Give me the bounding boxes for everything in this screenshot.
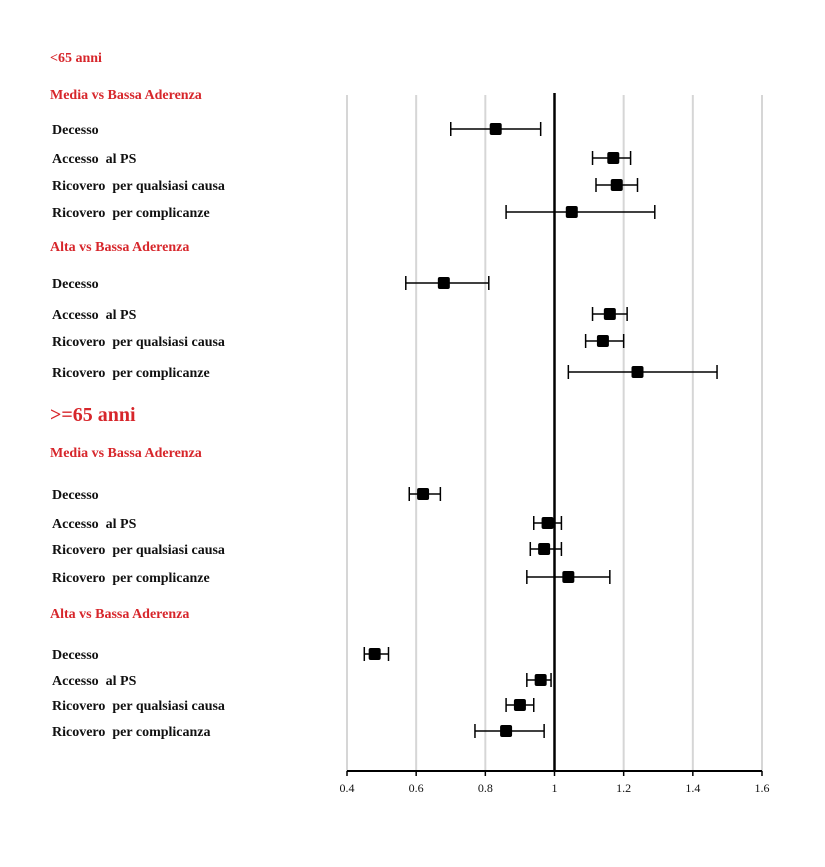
outcome-label: Ricovero per qualsiasi causa bbox=[52, 543, 225, 558]
estimate-row bbox=[450, 122, 542, 136]
outcome-label: Ricovero per complicanze bbox=[52, 571, 210, 586]
estimate-row bbox=[505, 698, 535, 712]
point-estimate-marker bbox=[538, 543, 551, 555]
estimate-row bbox=[405, 276, 490, 290]
estimate-row bbox=[363, 647, 390, 661]
x-axis: 0.4 0.6 0.8 1 1.2 1.4 1.6 bbox=[340, 770, 770, 795]
point-estimate-marker bbox=[368, 648, 381, 660]
outcome-label: Ricovero per qualsiasi causa bbox=[52, 335, 225, 350]
x-tick-label: 1 bbox=[552, 781, 558, 795]
estimate-row bbox=[591, 151, 632, 165]
outcome-label: Ricovero per complicanze bbox=[52, 206, 210, 221]
outcome-label: Decesso bbox=[52, 123, 99, 138]
point-estimate-marker bbox=[607, 152, 620, 164]
outcome-label: Ricovero per complicanza bbox=[52, 725, 211, 740]
estimate-row bbox=[529, 542, 563, 556]
point-estimate-marker bbox=[513, 699, 526, 711]
estimate-row bbox=[591, 307, 628, 321]
estimate-row bbox=[595, 178, 639, 192]
point-estimate-marker bbox=[631, 366, 644, 378]
x-tick-label: 1.4 bbox=[685, 781, 700, 795]
point-estimate-marker bbox=[596, 335, 609, 347]
x-tick-label: 1.6 bbox=[755, 781, 770, 795]
point-estimate-marker bbox=[417, 488, 430, 500]
outcome-label: Ricovero per qualsiasi causa bbox=[52, 699, 225, 714]
point-estimate-marker bbox=[610, 179, 623, 191]
point-estimate-marker bbox=[565, 206, 578, 218]
row-labels: <65 anni Media vs Bassa Aderenza Decesso Ac… bbox=[50, 51, 225, 740]
outcome-label: Accesso al PS bbox=[52, 674, 137, 689]
comparison-heading: Media vs Bassa Aderenza bbox=[50, 446, 202, 461]
outcome-label: Decesso bbox=[52, 648, 99, 663]
comparison-heading: Media vs Bassa Aderenza bbox=[50, 88, 202, 103]
comparison-heading: Alta vs Bassa Aderenza bbox=[50, 607, 189, 622]
estimate-row bbox=[533, 516, 563, 530]
x-tick-label: 1.2 bbox=[616, 781, 631, 795]
outcome-label: Ricovero per complicanze bbox=[52, 366, 210, 381]
estimate-row bbox=[584, 334, 625, 348]
point-estimate-marker bbox=[541, 517, 554, 529]
estimate-row bbox=[526, 570, 611, 584]
x-tick-label: 0.8 bbox=[478, 781, 493, 795]
gridlines bbox=[346, 95, 763, 771]
point-estimate-marker bbox=[603, 308, 616, 320]
estimate-row bbox=[526, 673, 552, 687]
outcome-label: Decesso bbox=[52, 277, 99, 292]
outcome-label: Accesso al PS bbox=[52, 308, 137, 323]
estimate-row bbox=[505, 205, 656, 219]
point-estimate-marker bbox=[534, 674, 547, 686]
age-group-heading: >=65 anni bbox=[50, 404, 136, 426]
outcome-label: Accesso al PS bbox=[52, 152, 137, 167]
point-estimate-marker bbox=[500, 725, 513, 737]
outcome-label: Decesso bbox=[52, 488, 99, 503]
point-estimate-marker bbox=[562, 571, 575, 583]
estimate-row bbox=[408, 487, 442, 501]
age-group-heading: <65 anni bbox=[50, 51, 102, 66]
estimates bbox=[363, 122, 718, 738]
x-tick-label: 0.6 bbox=[409, 781, 424, 795]
x-tick-label: 0.4 bbox=[340, 781, 355, 795]
point-estimate-marker bbox=[489, 123, 502, 135]
outcome-label: Accesso al PS bbox=[52, 517, 137, 532]
point-estimate-marker bbox=[437, 277, 450, 289]
outcome-label: Ricovero per qualsiasi causa bbox=[52, 179, 225, 194]
estimate-row bbox=[474, 724, 545, 738]
comparison-heading: Alta vs Bassa Aderenza bbox=[50, 240, 189, 255]
estimate-row bbox=[567, 365, 718, 379]
